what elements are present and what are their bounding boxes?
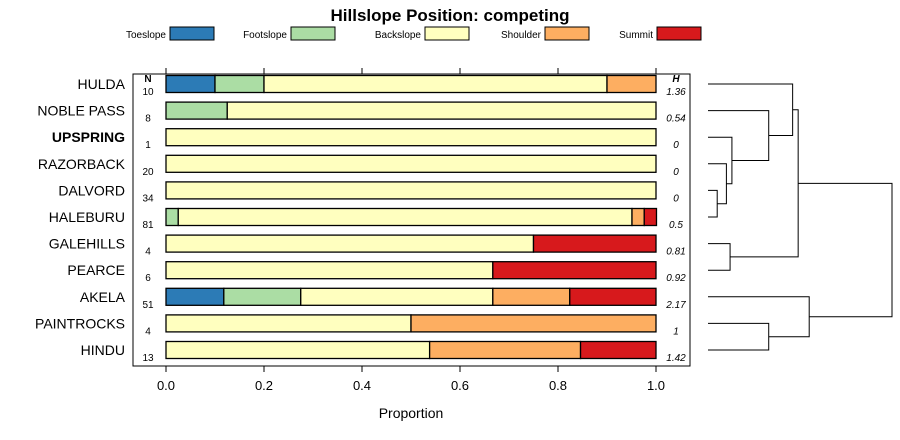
legend-swatch-backslope xyxy=(424,26,470,41)
n-value-noble-pass: 8 xyxy=(145,114,151,125)
row-label-hindu: HINDU xyxy=(81,342,125,358)
dendrogram-branch-9 xyxy=(708,296,810,338)
legend-swatch-summit xyxy=(656,26,702,41)
legend-label-summit: Summit xyxy=(619,30,653,41)
bar-segment-akela-summit xyxy=(569,287,657,306)
bar-segment-noble-pass-backslope xyxy=(226,101,657,120)
n-column-header: N xyxy=(144,74,151,85)
h-value-haleburu: 0.5 xyxy=(669,220,683,231)
x-tick-label-2: 0.4 xyxy=(353,378,371,393)
dendrogram-branch-7 xyxy=(730,109,799,258)
x-tick-label-4: 0.8 xyxy=(549,378,567,393)
row-label-noble-pass: NOBLE PASS xyxy=(37,103,125,119)
row-label-paintrocks: PAINTROCKS xyxy=(35,315,125,331)
dendrogram-branch-5 xyxy=(708,83,794,137)
dendrogram-branch-1 xyxy=(708,189,718,218)
n-value-hindu: 13 xyxy=(142,353,154,364)
bar-segment-haleburu-backslope xyxy=(177,207,633,227)
bar-segment-hulda-footslope xyxy=(214,74,265,94)
n-value-galehills: 4 xyxy=(145,247,151,258)
bar-segment-akela-backslope xyxy=(300,287,494,306)
bar-segment-galehills-summit xyxy=(532,234,657,253)
bar-segment-haleburu-footslope xyxy=(165,207,179,227)
row-label-razorback: RAZORBACK xyxy=(38,156,126,172)
bar-segment-hindu-summit xyxy=(579,340,657,360)
row-label-haleburu: HALEBURU xyxy=(49,209,125,225)
chart-title: Hillslope Position: competing xyxy=(331,6,570,25)
h-value-paintrocks: 1 xyxy=(673,326,679,337)
h-value-noble-pass: 0.54 xyxy=(666,114,686,125)
legend-swatch-footslope xyxy=(290,26,336,41)
n-value-razorback: 20 xyxy=(142,167,154,178)
bar-segment-hulda-backslope xyxy=(263,74,608,94)
h-value-galehills: 0.81 xyxy=(666,247,685,258)
h-value-razorback: 0 xyxy=(673,167,679,178)
h-value-upspring: 0 xyxy=(673,140,679,151)
x-tick-label-3: 0.6 xyxy=(451,378,469,393)
bar-segment-razorback-backslope xyxy=(165,154,657,173)
bar-segment-hulda-shoulder xyxy=(606,74,657,94)
bar-segment-noble-pass-footslope xyxy=(165,101,228,120)
legend-label-footslope: Footslope xyxy=(243,30,287,41)
bar-segment-hulda-toeslope xyxy=(165,74,216,94)
bar-segment-akela-shoulder xyxy=(492,287,571,306)
bar-segment-haleburu-shoulder xyxy=(631,207,645,227)
x-tick-label-0: 0.0 xyxy=(157,378,175,393)
dendrogram-branch-8 xyxy=(708,322,770,351)
row-label-galehills: GALEHILLS xyxy=(49,236,125,252)
n-value-dalvord: 34 xyxy=(142,193,154,204)
row-label-pearce: PEARCE xyxy=(67,262,125,278)
row-label-akela: AKELA xyxy=(80,289,126,305)
bar-segment-akela-footslope xyxy=(223,287,302,306)
plot-frame xyxy=(132,73,691,367)
legend-label-shoulder: Shoulder xyxy=(501,30,542,41)
legend-swatch-shoulder xyxy=(544,26,590,41)
x-tick-label-1: 0.2 xyxy=(255,378,273,393)
bar-segment-hindu-shoulder xyxy=(428,340,582,360)
h-value-hindu: 1.42 xyxy=(666,353,686,364)
n-value-akela: 51 xyxy=(142,300,154,311)
row-label-hulda: HULDA xyxy=(78,76,126,92)
n-value-haleburu: 81 xyxy=(142,220,154,231)
dendrogram-branch-4 xyxy=(708,110,770,161)
h-column-header: H xyxy=(672,74,680,85)
bar-segment-pearce-backslope xyxy=(165,261,494,280)
bar-segment-akela-toeslope xyxy=(165,287,225,306)
dendrogram xyxy=(708,83,893,351)
legend-label-toeslope: Toeslope xyxy=(126,30,166,41)
dendrogram-branch-6 xyxy=(708,243,731,271)
x-tick-label-5: 1.0 xyxy=(647,378,665,393)
h-value-akela: 2.17 xyxy=(665,300,686,311)
bar-segment-paintrocks-shoulder xyxy=(410,314,657,333)
dendrogram-branch-10 xyxy=(798,182,893,318)
x-axis: 0.0 0.2 0.4 0.6 0.8 1.0 xyxy=(157,68,665,393)
bar-segment-hindu-backslope xyxy=(165,340,431,360)
h-value-pearce: 0.92 xyxy=(666,273,686,284)
row-label-dalvord: DALVORD xyxy=(58,182,125,198)
bar-segment-haleburu-summit xyxy=(643,207,658,227)
n-value-upspring: 1 xyxy=(145,140,151,151)
bar-segment-paintrocks-backslope xyxy=(165,314,412,333)
bar-segment-upspring-backslope xyxy=(165,128,657,147)
n-value-paintrocks: 4 xyxy=(145,326,151,337)
row-label-upspring: UPSPRING xyxy=(52,129,125,145)
h-value-hulda: 1.36 xyxy=(666,87,686,98)
bar-segment-dalvord-backslope xyxy=(165,181,657,200)
legend: Toeslope Footslope Backslope Shoulder Summit xyxy=(126,26,702,41)
h-value-dalvord: 0 xyxy=(673,193,679,204)
legend-label-backslope: Backslope xyxy=(375,30,422,41)
n-value-pearce: 6 xyxy=(145,273,151,284)
dendrogram-branch-3 xyxy=(708,136,733,185)
bar-segment-pearce-summit xyxy=(492,261,657,280)
x-axis-label: Proportion xyxy=(379,405,444,421)
n-value-hulda: 10 xyxy=(142,87,154,98)
bar-segment-galehills-backslope xyxy=(165,234,535,253)
legend-swatch-toeslope xyxy=(169,26,215,41)
